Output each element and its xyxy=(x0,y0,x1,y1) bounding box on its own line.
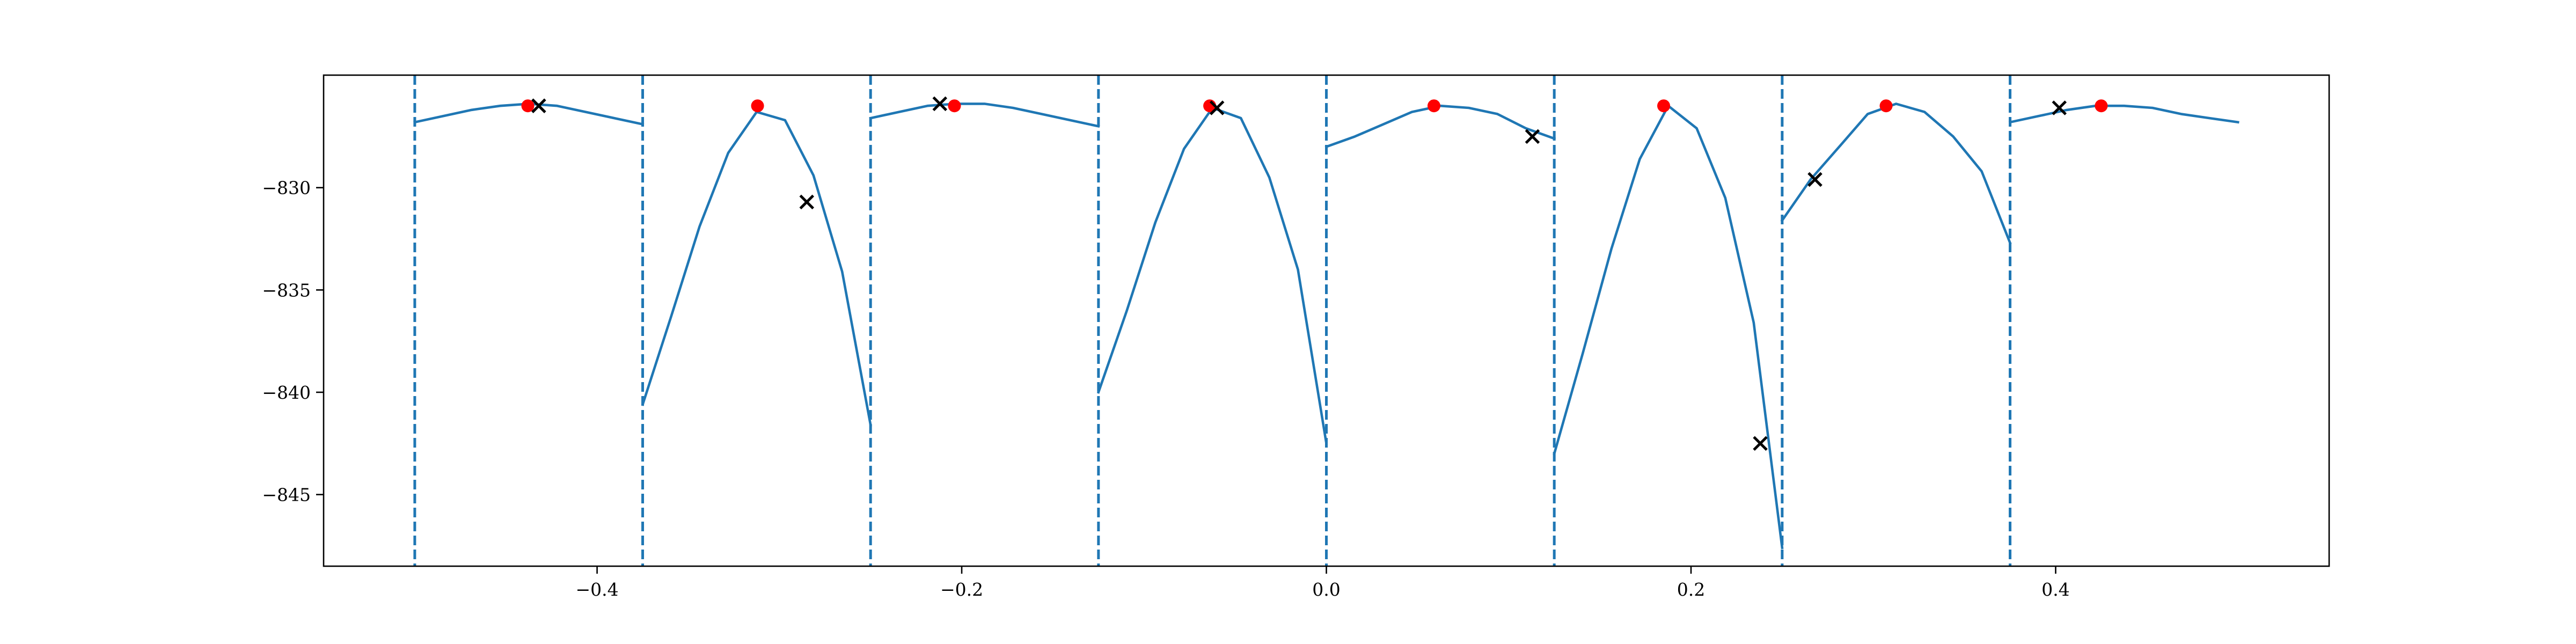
y-tick-label-3: −845 xyxy=(262,485,311,506)
y-tick-label-1: −835 xyxy=(262,280,311,301)
x-tick-label-0: −0.4 xyxy=(576,579,619,600)
cross-marker-1 xyxy=(799,194,815,210)
peak-marker-1 xyxy=(751,99,764,113)
cross-marker-5 xyxy=(1753,436,1768,451)
cross-marker-6 xyxy=(1807,172,1823,187)
series-segment-7 xyxy=(2008,104,2240,124)
y-tick-label-2: −840 xyxy=(262,382,311,403)
cross-marker-4 xyxy=(1525,129,1540,144)
peak-marker-0 xyxy=(521,99,535,113)
series-segment-5 xyxy=(1553,104,1784,550)
markers xyxy=(521,96,2108,451)
peak-marker-5 xyxy=(1657,99,1670,113)
x-tick-label-2: 0.0 xyxy=(1312,579,1340,600)
peak-marker-7 xyxy=(2095,99,2108,113)
x-tick-label-3: 0.2 xyxy=(1677,579,1705,600)
y-axis-ticks: −830 −835 −840 −845 xyxy=(262,178,324,506)
x-axis-ticks: −0.4 −0.2 0.0 0.2 0.4 xyxy=(576,566,2070,600)
series-segment-6 xyxy=(1780,103,2012,245)
vertical-dashed-lines xyxy=(413,75,2011,566)
series-segment-4 xyxy=(1324,104,1556,149)
cross-marker-0 xyxy=(531,98,546,113)
cross-marker-2 xyxy=(932,96,948,112)
series-segment-2 xyxy=(869,103,1100,128)
series-segment-1 xyxy=(641,111,872,427)
y-tick-label-0: −830 xyxy=(262,178,311,199)
cross-marker-3 xyxy=(1209,100,1225,115)
x-tick-label-4: 0.4 xyxy=(2041,579,2069,600)
peak-marker-4 xyxy=(1427,99,1440,113)
x-tick-label-1: −0.2 xyxy=(940,579,983,600)
peak-marker-6 xyxy=(1879,99,1893,113)
series-segment-3 xyxy=(1096,106,1328,445)
peak-marker-2 xyxy=(948,99,961,113)
cross-marker-7 xyxy=(2052,100,2067,115)
